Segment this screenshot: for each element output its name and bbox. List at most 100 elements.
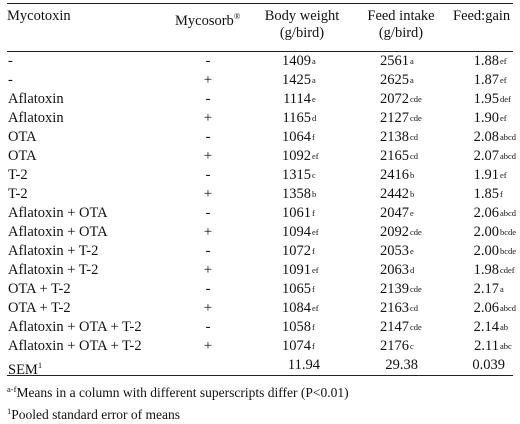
cell-body-weight-superscript: f bbox=[312, 341, 315, 351]
cell-mycotoxin: T-2 bbox=[8, 166, 28, 185]
cell-mycosorb-value: - bbox=[205, 91, 211, 107]
cell-feed-gain: 2.00 bcde bbox=[461, 223, 516, 242]
cell-mycosorb: - bbox=[193, 52, 223, 71]
cell-feed-gain-value: 1.88 bbox=[473, 53, 499, 69]
cell-mycotoxin: Aflatoxin + OTA bbox=[8, 223, 108, 242]
cell-body-weight: 1409 a bbox=[261, 52, 316, 71]
cell-feed-intake: 2072 cde bbox=[363, 90, 422, 109]
cell-feed-intake: 2053 e bbox=[363, 242, 414, 261]
cell-feed-gain-value: 2.06 bbox=[473, 300, 499, 316]
cell-feed-gain: 1.91 ef bbox=[461, 166, 507, 185]
bottom-rule bbox=[7, 375, 513, 376]
cell-body-weight: 1091 ef bbox=[261, 261, 319, 280]
cell-mycotoxin-value: Aflatoxin + OTA + T-2 bbox=[8, 319, 142, 335]
cell-feed-gain-value: 2.00 bbox=[473, 243, 499, 259]
table-row: Aflatoxin + T-2 - 1072 f 2053 e 2.00 bcde bbox=[7, 242, 517, 261]
cell-mycosorb-value: + bbox=[203, 224, 213, 240]
cell-body-weight-value: 1092 bbox=[282, 148, 311, 164]
footnote-sem: 1Pooled standard error of means bbox=[7, 402, 513, 424]
cell-body-weight: 1058 f bbox=[261, 318, 315, 337]
cell-mycosorb-value: - bbox=[205, 243, 211, 259]
table-row: OTA - 1064 f 2138 cd 2.08 abcd bbox=[7, 128, 516, 147]
cell-body-weight-value: 1065 bbox=[282, 281, 311, 297]
header-body-weight-line1: Body weight bbox=[264, 8, 340, 24]
cell-body-weight-value: 1358 bbox=[282, 186, 311, 202]
cell-feed-gain-value: 2.00 bbox=[473, 224, 499, 240]
cell-mycotoxin-value: OTA + T-2 bbox=[8, 281, 71, 297]
cell-mycosorb-value: - bbox=[205, 53, 211, 69]
cell-mycosorb-value: - bbox=[205, 167, 211, 183]
cell-mycosorb: + bbox=[193, 109, 223, 128]
cell-body-weight: 1114 e bbox=[261, 90, 316, 109]
table-row: T-2 - 1315 c 2416 b 1.91 ef bbox=[7, 166, 513, 185]
cell-feed-intake-superscript: b bbox=[410, 170, 415, 180]
table-row: Aflatoxin + OTA + T-2 +1074 f 2176 c 2.11 abc bbox=[7, 337, 513, 356]
cell-mycotoxin-value: Aflatoxin + OTA bbox=[8, 205, 108, 221]
table-row: Aflatoxin + OTA - 1061 f 2047 e 2.06 abcd bbox=[7, 204, 516, 223]
cell-feed-gain-value: 1.87 bbox=[473, 72, 499, 88]
cell-mycotoxin: OTA + T-2 bbox=[8, 299, 71, 318]
cell-feed-gain-superscript: ef bbox=[500, 75, 507, 85]
table-body: - -1409 a 2561 a 1.88 ef - +1425 a 2625 a 1.87 ef Afla… bbox=[7, 52, 517, 356]
cell-feed-intake-value: 2163 bbox=[380, 300, 409, 316]
cell-mycotoxin: T-2 bbox=[8, 185, 28, 204]
cell-feed-intake: 2047 e bbox=[363, 204, 414, 223]
cell-feed-intake-value: 2127 bbox=[380, 110, 409, 126]
cell-mycosorb: - bbox=[193, 90, 223, 109]
cell-feed-intake: 2625 a bbox=[363, 71, 414, 90]
table-row: T-2 +1358 b 2442 b 1.85 f bbox=[7, 185, 513, 204]
table-row: Aflatoxin + T-2 +1091 ef 2063 d 1.98 cdef bbox=[7, 261, 515, 280]
cell-feed-intake-superscript: e bbox=[410, 246, 414, 256]
table-row: Aflatoxin + OTA +1094 ef 2092 cde 2.00 bcde bbox=[7, 223, 516, 242]
cell-body-weight-value: 1064 bbox=[282, 129, 311, 145]
cell-mycosorb: - bbox=[193, 280, 223, 299]
cell-feed-intake-superscript: cde bbox=[410, 322, 422, 332]
cell-mycosorb-value: - bbox=[205, 319, 211, 335]
cell-mycosorb-value: + bbox=[203, 338, 213, 354]
cell-mycosorb: + bbox=[193, 71, 223, 90]
cell-body-weight-superscript: c bbox=[312, 170, 316, 180]
cell-body-weight-value: 1058 bbox=[282, 319, 311, 335]
registered-mark: ® bbox=[233, 11, 241, 21]
cell-mycotoxin-value: T-2 bbox=[8, 167, 28, 183]
cell-mycotoxin: Aflatoxin + T-2 bbox=[8, 261, 98, 280]
header-rule bbox=[7, 51, 513, 52]
cell-mycotoxin: Aflatoxin + OTA bbox=[8, 204, 108, 223]
cell-mycosorb-value: - bbox=[205, 281, 211, 297]
cell-mycotoxin: OTA bbox=[8, 147, 37, 166]
cell-feed-gain: 1.90 ef bbox=[461, 109, 507, 128]
cell-body-weight-value: 1315 bbox=[282, 167, 311, 183]
header-mycotoxin: Mycotoxin bbox=[7, 8, 71, 24]
cell-mycotoxin-value: OTA + T-2 bbox=[8, 300, 71, 316]
footnote-1-text: Means in a column with different supersc… bbox=[16, 385, 349, 400]
table-row: OTA + T-2 - 1065 f 2139 cde 2.17 a bbox=[7, 280, 513, 299]
cell-feed-gain-value: 2.14 bbox=[473, 319, 499, 335]
cell-body-weight: 1165 d bbox=[261, 109, 317, 128]
cell-body-weight-superscript: e bbox=[312, 94, 316, 104]
cell-body-weight-value: 1072 bbox=[282, 243, 311, 259]
cell-mycosorb: - bbox=[193, 242, 223, 261]
cell-mycotoxin-value: T-2 bbox=[8, 186, 28, 202]
cell-feed-intake-value: 2147 bbox=[380, 319, 409, 335]
cell-mycosorb-value: + bbox=[203, 300, 213, 316]
cell-mycosorb-value: + bbox=[203, 148, 213, 164]
cell-mycotoxin: Aflatoxin + OTA + T-2 bbox=[8, 337, 142, 356]
cell-body-weight: 1072 f bbox=[261, 242, 315, 261]
cell-body-weight-superscript: b bbox=[312, 189, 317, 199]
cell-body-weight-superscript: f bbox=[312, 208, 315, 218]
cell-mycotoxin-value: - bbox=[8, 72, 13, 88]
cell-feed-intake-superscript: b bbox=[410, 189, 415, 199]
cell-feed-gain-superscript: bcde bbox=[500, 246, 517, 256]
cell-body-weight-value: 1091 bbox=[282, 262, 311, 278]
cell-mycotoxin-value: OTA bbox=[8, 148, 37, 164]
cell-feed-gain-superscript: ef bbox=[500, 113, 507, 123]
sem-label-sup: 1 bbox=[37, 360, 43, 370]
header-mycosorb: Mycosorb® bbox=[175, 8, 240, 30]
cell-mycosorb-value: - bbox=[205, 205, 211, 221]
table-row: - +1425 a 2625 a 1.87 ef bbox=[7, 71, 513, 90]
cell-body-weight-value: 1409 bbox=[282, 53, 311, 69]
cell-feed-intake: 2163 cd bbox=[363, 299, 418, 318]
cell-feed-intake-value: 2176 bbox=[380, 338, 409, 354]
cell-body-weight-value: 1094 bbox=[282, 224, 311, 240]
cell-feed-gain: 2.14 ab bbox=[461, 318, 508, 337]
